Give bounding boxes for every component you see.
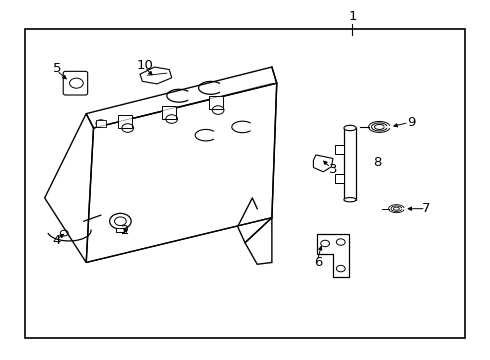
Ellipse shape xyxy=(344,125,356,131)
Text: 2: 2 xyxy=(121,224,129,237)
Bar xyxy=(335,174,344,183)
Bar xyxy=(96,120,106,127)
Text: 9: 9 xyxy=(407,116,416,129)
Text: 5: 5 xyxy=(52,62,61,75)
Bar xyxy=(119,115,132,128)
Bar xyxy=(162,106,176,119)
Text: 8: 8 xyxy=(373,156,381,168)
Text: 10: 10 xyxy=(136,59,153,72)
Text: 4: 4 xyxy=(53,234,61,247)
Text: 1: 1 xyxy=(348,10,357,23)
Bar xyxy=(344,128,356,200)
Text: 7: 7 xyxy=(421,202,430,215)
Bar xyxy=(117,228,124,232)
Bar xyxy=(25,30,465,338)
Text: 3: 3 xyxy=(329,163,337,176)
Bar xyxy=(209,96,222,109)
Ellipse shape xyxy=(344,198,356,202)
FancyBboxPatch shape xyxy=(63,71,88,95)
Bar xyxy=(335,145,344,154)
Text: 6: 6 xyxy=(314,256,322,269)
